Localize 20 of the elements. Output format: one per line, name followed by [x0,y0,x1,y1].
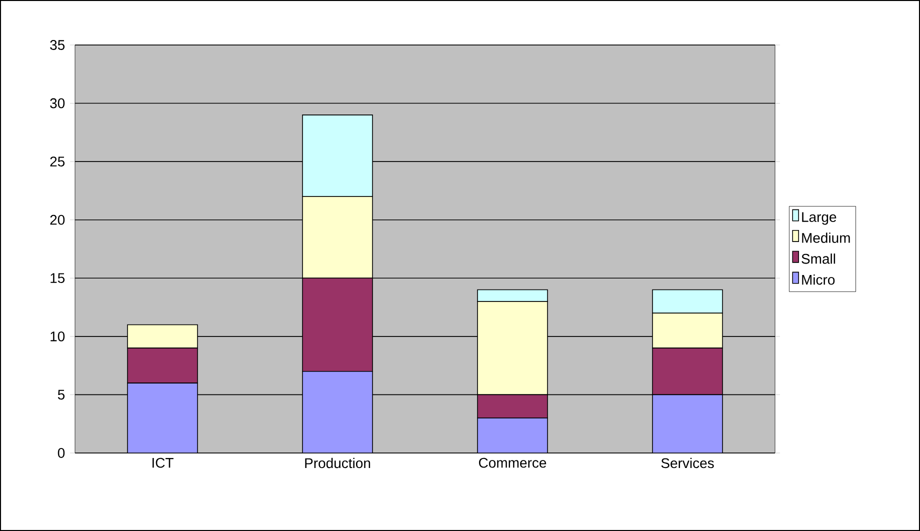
y-tick-label: 35 [50,40,65,50]
y-tick-label: 0 [58,448,65,458]
y-tick-label: 10 [50,331,65,342]
legend-label: Micro [802,274,835,285]
x-tick-label: Services [661,458,714,468]
bar [302,370,373,453]
x-tick-label: ICT [152,458,174,468]
y-tick-label: 15 [50,273,65,284]
legend-label: Large [802,212,836,225]
y-tick-label: 20 [50,214,65,225]
bar [127,382,198,453]
x-tick-label: Production [305,458,370,468]
x-tick-label: Commerce [479,458,546,468]
y-tick-label: 30 [50,98,65,108]
y-tick-label: 25 [50,156,65,167]
legend-label: Medium [802,232,850,243]
legend-label: Small [802,254,836,264]
y-tick-label: 5 [58,390,65,400]
bar [652,394,723,453]
bar [477,418,548,453]
